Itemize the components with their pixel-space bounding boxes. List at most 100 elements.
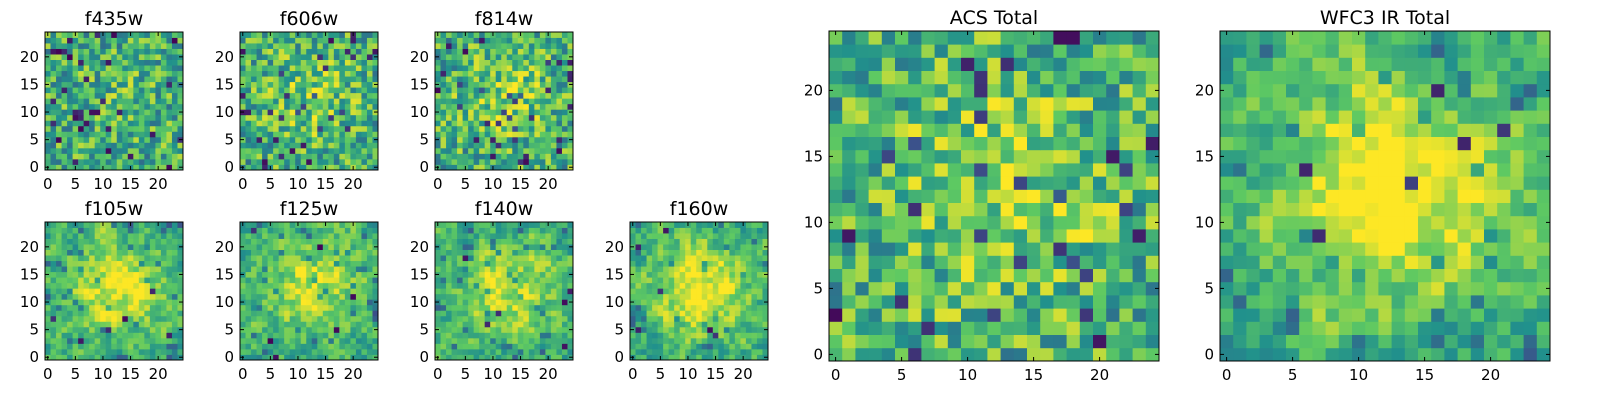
pixel-cell [440,136,447,143]
pixel-cell [1013,189,1028,203]
pixel-cell [267,125,274,132]
pixel-cell [284,136,291,143]
pixel-cell [495,282,502,289]
pixel-cell [89,98,96,105]
pixel-cell [561,98,568,105]
pixel-cell [446,59,452,66]
pixel-cell [468,43,475,49]
pixel-cell [674,282,681,289]
pixel-cell [116,125,123,132]
pixel-cell [56,43,62,49]
pixel-cell [762,227,769,234]
pixel-cell [534,227,541,234]
pixel-cell [94,277,101,284]
pixel-cell [528,131,535,138]
pixel-cell [339,310,346,317]
pixel-cell [451,222,458,228]
pixel-cell [251,164,257,171]
pixel-cell [78,131,85,138]
pixel-cell [934,295,949,309]
pixel-cell [166,227,173,234]
pixel-cell [133,348,140,355]
pixel-cell [361,233,368,239]
pixel-cell [484,125,491,132]
y-tick-label: 20 [410,48,429,66]
pixel-cell [696,255,703,262]
pixel-cell [435,343,441,350]
pixel-cell [974,242,988,256]
pixel-cell [50,37,57,44]
pixel-cell [484,293,491,300]
pixel-cell [284,288,291,295]
pixel-cell [451,164,458,171]
pixel-cell [160,158,167,165]
pixel-cell [306,125,313,132]
pixel-cell [245,32,252,38]
pixel-cell [240,114,246,121]
pixel-cell [138,288,145,295]
pixel-cell [630,266,636,273]
pixel-cell [50,326,57,333]
pixel-cell [539,260,546,267]
pixel-cell [45,293,51,300]
pixel-cell [177,288,184,295]
pixel-cell [545,310,552,317]
pixel-cell [556,310,563,317]
pixel-cell [72,109,79,116]
pixel-cell [479,147,486,154]
pixel-cell [61,37,68,44]
pixel-cell [100,337,107,344]
pixel-cell [479,233,486,239]
pixel-cell [895,268,909,283]
pixel-cell [473,288,480,295]
pixel-cell [567,249,574,256]
pixel-cell [723,348,730,355]
pixel-cell [166,136,173,143]
pixel-cell [328,282,335,289]
pixel-cell [78,114,85,121]
pixel-cell [561,310,568,317]
pixel-cell [83,282,90,289]
pixel-cell [344,76,351,83]
pixel-cell [160,337,167,344]
pixel-cell [762,332,769,339]
pixel-cell [435,76,441,83]
pixel-cell [56,136,62,143]
pixel-cell [56,282,62,289]
pixel-cell [262,326,268,333]
pixel-cell [641,277,647,284]
pixel-cell [366,136,373,143]
pixel-cell [240,266,246,273]
pixel-cell [512,158,519,165]
y-tick-label: 10 [20,293,39,311]
pixel-cell [256,282,263,289]
pixel-cell [138,271,145,278]
pixel-cell [149,293,156,300]
pixel-cell [262,81,268,88]
pixel-cell [446,37,452,44]
pixel-cell [322,343,329,350]
pixel-cell [462,249,469,256]
pixel-cell [138,343,145,350]
pixel-cell [111,271,118,278]
pixel-cell [512,293,519,300]
pixel-cell [435,315,441,322]
pixel-cell [267,282,274,289]
pixel-cell [490,332,497,339]
pixel-cell [166,98,173,105]
pixel-cell [94,147,101,154]
pixel-cell [317,153,324,160]
pixel-cell [468,48,475,55]
pixel-cell [328,277,335,284]
pixel-cell [155,70,162,77]
pixel-cell [1027,281,1041,296]
pixel-cell [756,321,763,328]
pixel-cell [289,271,296,278]
pixel-cell [300,43,307,49]
pixel-cell [361,299,368,306]
pixel-cell [517,326,524,333]
pixel-cell [171,233,178,239]
pixel-cell [1132,281,1147,296]
pixel-cell [685,348,692,355]
pixel-cell [171,54,178,60]
